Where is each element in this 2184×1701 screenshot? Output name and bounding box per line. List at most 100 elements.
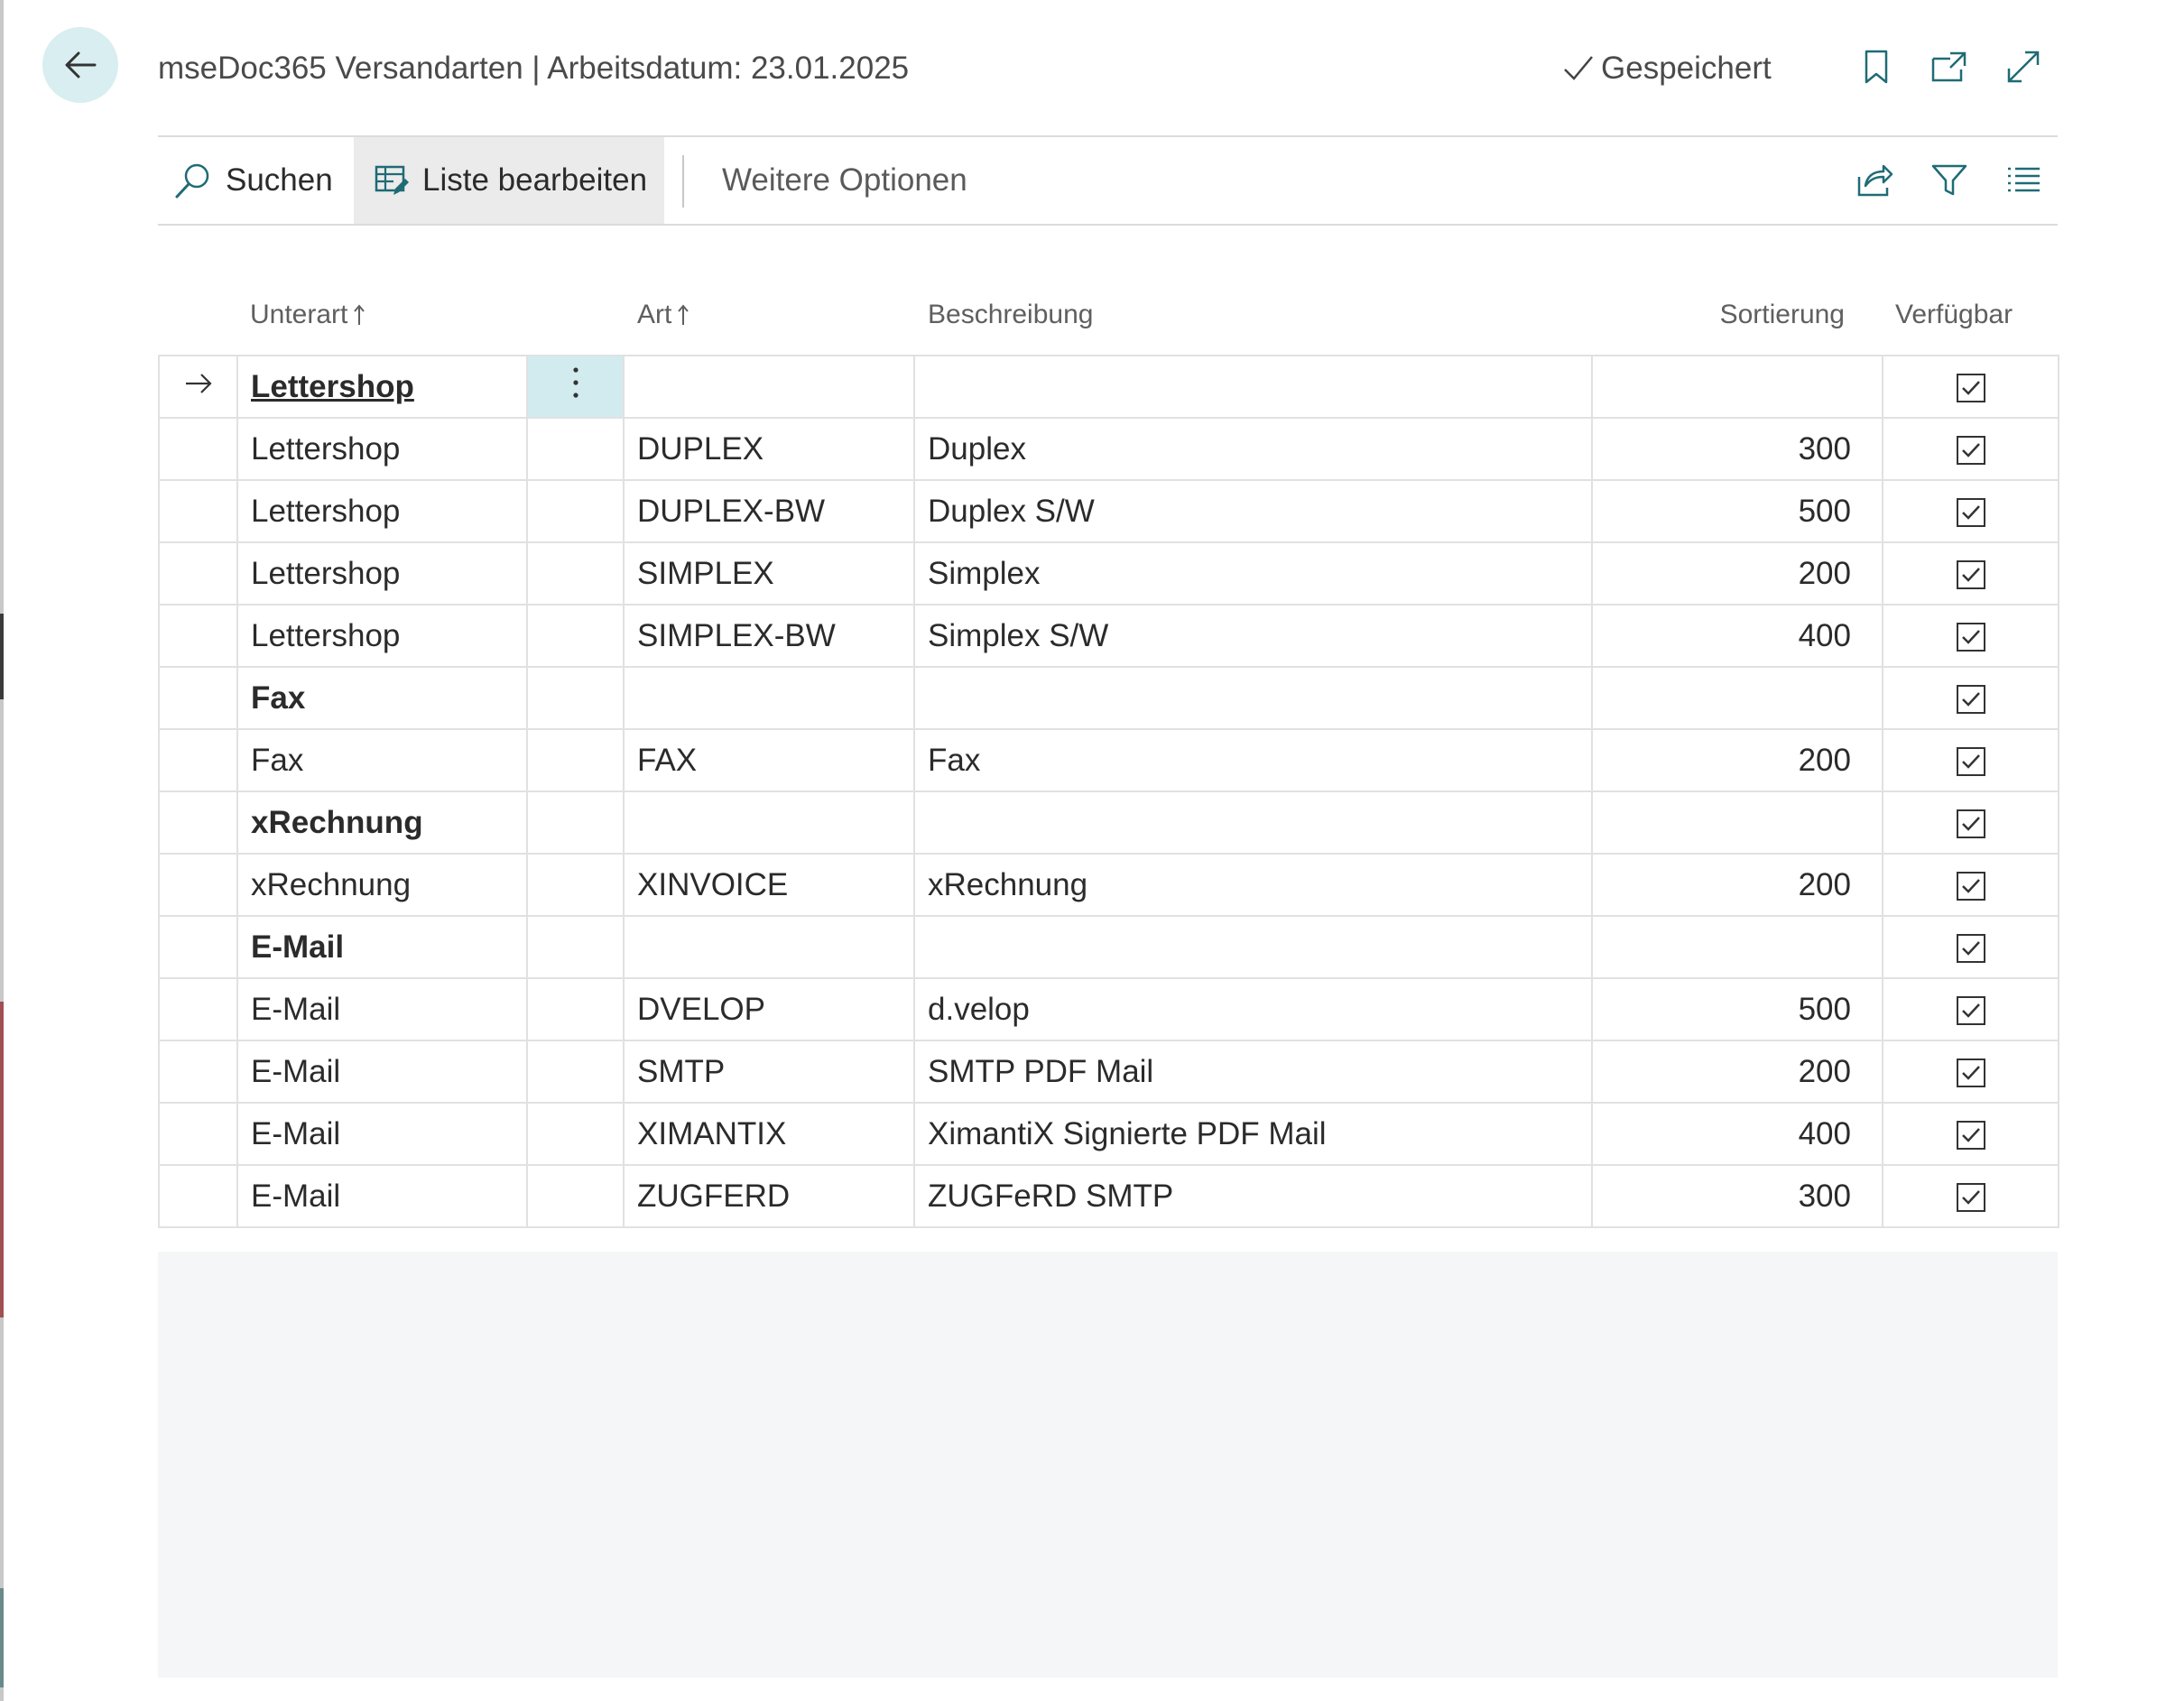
cell-sorting[interactable] [1591,790,1883,855]
row-menu-icon[interactable] [571,367,580,408]
row-menu-cell[interactable] [526,479,625,543]
row-indicator[interactable] [158,417,238,481]
cell-description[interactable]: XimantiX Signierte PDF Mail [913,1102,1593,1166]
table-row[interactable]: Lettershop [158,355,2059,419]
cell-subtype[interactable]: E-Mail [236,915,528,979]
row-indicator[interactable] [158,977,238,1041]
cell-type[interactable]: XINVOICE [623,853,915,917]
row-indicator[interactable] [158,728,238,792]
available-checkbox[interactable] [1956,929,1986,965]
row-indicator[interactable] [158,790,238,855]
cell-description[interactable] [913,915,1593,979]
cell-subtype[interactable]: E-Mail [236,977,528,1041]
row-indicator[interactable] [158,355,238,419]
cell-subtype[interactable]: xRechnung [236,853,528,917]
table-row[interactable]: E-Mail DVELOP d.velop 500 [158,977,2059,1041]
table-row[interactable]: E-Mail SMTP SMTP PDF Mail 200 [158,1040,2059,1104]
open-new-window-button[interactable] [1930,47,1969,87]
cell-sorting[interactable] [1591,666,1883,730]
cell-description[interactable]: Simplex S/W [913,604,1593,668]
cell-available[interactable] [1882,355,2059,419]
cell-type[interactable]: SIMPLEX-BW [623,604,915,668]
more-options-button[interactable]: Weitere Optionen [722,137,967,224]
cell-type[interactable]: DUPLEX [623,417,915,481]
row-indicator[interactable] [158,1164,238,1228]
available-checkbox[interactable] [1956,992,1986,1027]
cell-type[interactable] [623,355,915,419]
share-button[interactable] [1855,161,1895,200]
row-indicator[interactable] [158,541,238,606]
available-checkbox[interactable] [1956,494,1986,529]
row-menu-cell[interactable] [526,417,625,481]
column-header-subtype[interactable]: Unterart [250,300,366,330]
available-checkbox[interactable] [1956,743,1986,778]
cell-type[interactable] [623,790,915,855]
cell-description[interactable]: Simplex [913,541,1593,606]
search-button[interactable]: Suchen [173,137,340,224]
column-header-available[interactable]: Verfügbar [1895,300,2013,330]
table-row[interactable]: Lettershop SIMPLEX Simplex 200 [158,541,2059,606]
column-header-type[interactable]: Art [637,300,689,330]
table-row[interactable]: E-Mail [158,915,2059,979]
cell-available[interactable] [1882,479,2059,543]
cell-available[interactable] [1882,728,2059,792]
cell-subtype[interactable]: xRechnung [236,790,528,855]
cell-available[interactable] [1882,790,2059,855]
cell-subtype[interactable]: Fax [236,728,528,792]
expand-button[interactable] [2004,47,2043,87]
cell-available[interactable] [1882,604,2059,668]
table-row[interactable]: Fax FAX Fax 200 [158,728,2059,792]
table-row[interactable]: E-Mail ZUGFERD ZUGFeRD SMTP 300 [158,1164,2059,1228]
cell-sorting[interactable]: 200 [1591,853,1883,917]
cell-description[interactable]: xRechnung [913,853,1593,917]
cell-description[interactable] [913,790,1593,855]
cell-available[interactable] [1882,853,2059,917]
cell-subtype[interactable]: Lettershop [236,355,528,419]
column-header-sorting[interactable]: Sortierung [1597,300,1845,330]
row-menu-cell[interactable] [526,853,625,917]
cell-sorting[interactable]: 500 [1591,977,1883,1041]
cell-sorting[interactable]: 200 [1591,541,1883,606]
cell-sorting[interactable]: 300 [1591,417,1883,481]
cell-description[interactable] [913,355,1593,419]
row-menu-cell[interactable] [526,1040,625,1104]
cell-available[interactable] [1882,1164,2059,1228]
cell-description[interactable]: ZUGFeRD SMTP [913,1164,1593,1228]
cell-available[interactable] [1882,417,2059,481]
filter-button[interactable] [1930,161,1969,200]
available-checkbox[interactable] [1956,556,1986,591]
cell-sorting[interactable]: 400 [1591,604,1883,668]
cell-description[interactable]: SMTP PDF Mail [913,1040,1593,1104]
cell-description[interactable]: Duplex [913,417,1593,481]
row-indicator[interactable] [158,479,238,543]
table-row[interactable]: Lettershop DUPLEX Duplex 300 [158,417,2059,481]
row-menu-cell[interactable] [526,355,625,419]
cell-type[interactable]: ZUGFERD [623,1164,915,1228]
cell-sorting[interactable]: 400 [1591,1102,1883,1166]
edit-list-button[interactable]: Liste bearbeiten [354,137,664,224]
available-checkbox[interactable] [1956,680,1986,716]
cell-subtype[interactable]: Lettershop [236,479,528,543]
available-checkbox[interactable] [1956,1116,1986,1151]
cell-subtype[interactable]: E-Mail [236,1102,528,1166]
cell-type[interactable]: FAX [623,728,915,792]
row-menu-cell[interactable] [526,604,625,668]
cell-subtype[interactable]: E-Mail [236,1164,528,1228]
list-view-button[interactable] [2004,161,2043,200]
cell-type[interactable]: DVELOP [623,977,915,1041]
cell-type[interactable]: SIMPLEX [623,541,915,606]
cell-available[interactable] [1882,541,2059,606]
cell-sorting[interactable] [1591,355,1883,419]
row-menu-cell[interactable] [526,728,625,792]
back-button[interactable] [42,27,118,103]
column-header-description[interactable]: Beschreibung [928,300,1093,330]
row-menu-cell[interactable] [526,541,625,606]
row-menu-cell[interactable] [526,1102,625,1166]
bookmark-button[interactable] [1856,47,1896,87]
available-checkbox[interactable] [1956,369,1986,404]
cell-available[interactable] [1882,915,2059,979]
cell-available[interactable] [1882,977,2059,1041]
row-indicator[interactable] [158,915,238,979]
cell-type[interactable] [623,666,915,730]
cell-description[interactable]: Duplex S/W [913,479,1593,543]
